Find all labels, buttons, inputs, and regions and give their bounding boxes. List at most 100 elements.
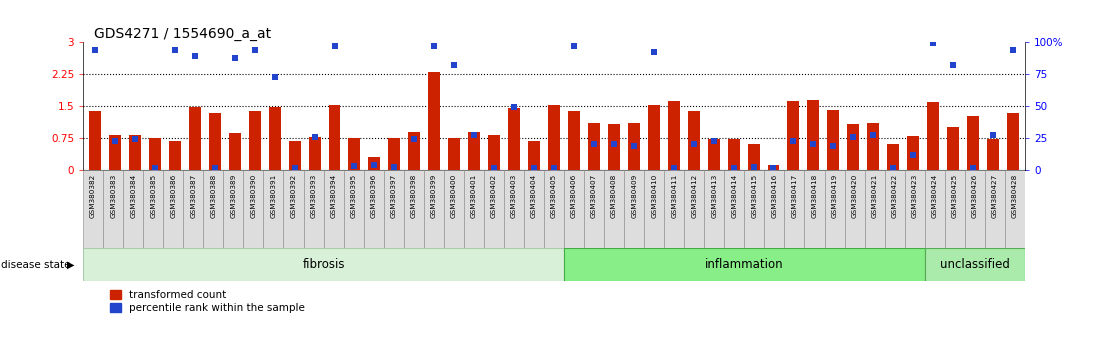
Bar <box>129 135 141 170</box>
Bar <box>868 123 880 170</box>
Bar <box>383 170 403 248</box>
Text: GSM380403: GSM380403 <box>511 174 517 218</box>
Bar <box>228 132 240 170</box>
Point <box>685 141 702 147</box>
Text: unclassified: unclassified <box>940 258 1009 271</box>
Point <box>465 132 483 138</box>
Bar <box>103 170 123 248</box>
Point <box>984 132 1002 138</box>
Point <box>864 132 882 138</box>
Bar <box>83 248 564 281</box>
Point <box>226 55 244 61</box>
Bar <box>143 170 163 248</box>
Bar <box>524 170 544 248</box>
Bar <box>728 139 739 170</box>
Bar <box>529 141 540 170</box>
Bar <box>204 170 224 248</box>
Bar <box>804 170 824 248</box>
Bar <box>904 170 925 248</box>
Bar <box>748 144 759 170</box>
Text: GSM380411: GSM380411 <box>671 174 677 218</box>
Bar <box>188 107 201 170</box>
Text: GSM380423: GSM380423 <box>912 174 917 218</box>
Point <box>1004 47 1022 53</box>
Text: inflammation: inflammation <box>705 258 783 271</box>
Text: ▶: ▶ <box>66 259 74 270</box>
Bar <box>403 170 423 248</box>
Point <box>146 165 164 171</box>
Text: GSM380424: GSM380424 <box>932 174 937 218</box>
Text: GSM380388: GSM380388 <box>211 174 216 218</box>
Bar <box>284 170 304 248</box>
Bar <box>363 170 383 248</box>
Text: GSM380408: GSM380408 <box>612 174 617 218</box>
Point <box>366 162 383 168</box>
Bar <box>548 105 560 170</box>
Point <box>266 74 284 80</box>
Point <box>346 163 363 169</box>
Bar <box>1007 113 1019 170</box>
Text: GSM380382: GSM380382 <box>90 174 96 218</box>
Bar <box>925 248 1025 281</box>
Text: GSM380404: GSM380404 <box>531 174 537 218</box>
Bar <box>163 170 183 248</box>
Bar <box>688 111 699 170</box>
Text: GSM380391: GSM380391 <box>270 174 277 218</box>
Bar <box>628 123 639 170</box>
Point <box>944 62 962 67</box>
Text: GSM380412: GSM380412 <box>691 174 697 218</box>
Point <box>804 141 822 147</box>
Text: GSM380425: GSM380425 <box>952 174 957 218</box>
Point <box>86 47 104 53</box>
Point <box>126 137 144 142</box>
Text: GSM380393: GSM380393 <box>310 174 317 218</box>
Bar <box>183 170 204 248</box>
Bar <box>268 107 280 170</box>
Bar <box>705 170 725 248</box>
Text: GSM380383: GSM380383 <box>110 174 116 218</box>
Bar <box>788 101 800 170</box>
Bar <box>369 157 380 170</box>
Bar <box>648 105 659 170</box>
Bar <box>244 170 264 248</box>
Text: GSM380396: GSM380396 <box>371 174 377 218</box>
Point <box>665 165 683 171</box>
Text: GSM380416: GSM380416 <box>771 174 778 218</box>
Point <box>106 138 124 144</box>
Point <box>884 165 902 171</box>
Text: GSM380397: GSM380397 <box>391 174 397 218</box>
Bar <box>109 135 121 170</box>
Bar <box>1005 170 1025 248</box>
Bar <box>288 141 300 170</box>
Bar <box>907 136 920 170</box>
Bar <box>725 170 745 248</box>
Legend: transformed count, percentile rank within the sample: transformed count, percentile rank withi… <box>111 290 305 313</box>
Text: GSM380422: GSM380422 <box>892 174 897 218</box>
Text: GSM380421: GSM380421 <box>872 174 878 218</box>
Bar <box>264 170 284 248</box>
Point <box>605 141 623 147</box>
Text: GSM380417: GSM380417 <box>791 174 798 218</box>
Bar <box>685 170 705 248</box>
Point <box>765 165 782 171</box>
Point <box>445 62 463 67</box>
Point <box>705 138 722 144</box>
Point <box>485 165 503 171</box>
Point <box>525 165 543 171</box>
Text: GSM380414: GSM380414 <box>731 174 737 218</box>
Bar <box>664 170 685 248</box>
Point <box>745 164 762 169</box>
Bar <box>745 170 765 248</box>
Bar <box>349 138 360 170</box>
Text: GSM380398: GSM380398 <box>411 174 417 218</box>
Point <box>505 104 523 110</box>
Bar <box>927 102 940 170</box>
Bar <box>304 170 324 248</box>
Point <box>425 43 443 49</box>
Point <box>186 53 204 59</box>
Bar <box>624 170 644 248</box>
Point <box>625 143 643 149</box>
Bar <box>429 72 440 170</box>
Point <box>406 137 423 142</box>
Bar <box>985 170 1005 248</box>
